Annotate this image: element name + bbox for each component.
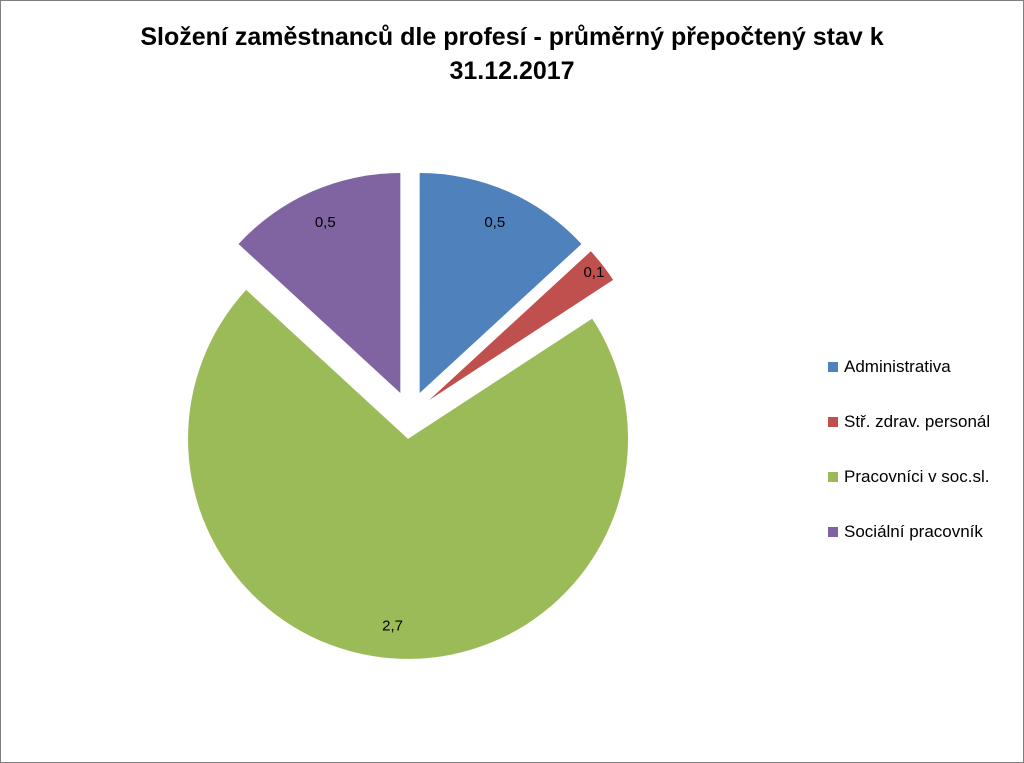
chart-title-line-2: 31.12.2017 [449,57,575,85]
pie-slice-administrativa [419,173,582,394]
pie-slice-pracovnici [188,289,629,659]
legend-item-pracovnici: Pracovníci v soc.sl. [828,466,990,488]
legend-label-zdrav-personal: Stř. zdrav. personál [844,412,991,431]
data-label-socialni-pracovnik: 0,5 [315,214,336,231]
data-label-pracovnici: 2,7 [382,617,403,634]
legend: Administrativa Stř. zdrav. personál Prac… [828,356,990,576]
pie-slice-zdrav-personal [428,251,614,401]
legend-swatch-administrativa [828,362,838,372]
pie-slice-socialni-pracovnik [238,173,401,394]
legend-label-administrativa: Administrativa [844,357,951,376]
legend-item-zdrav-personal: Stř. zdrav. personál [828,411,990,433]
legend-swatch-zdrav-personal [828,417,838,427]
legend-swatch-socialni-pracovnik [828,527,838,537]
legend-label-socialni-pracovnik: Sociální pracovník [844,522,983,541]
chart-title-line-1: Složení zaměstnanců dle profesí - průměr… [140,23,884,51]
data-label-zdrav-personal: 0,1 [583,264,604,281]
legend-label-pracovnici: Pracovníci v soc.sl. [844,467,990,486]
legend-item-administrativa: Administrativa [828,356,990,378]
data-label-administrativa: 0,5 [484,214,505,231]
legend-swatch-pracovnici [828,472,838,482]
chart-title: Složení zaměstnanců dle profesí - průměr… [0,20,1024,88]
legend-item-socialni-pracovnik: Sociální pracovník [828,521,990,543]
